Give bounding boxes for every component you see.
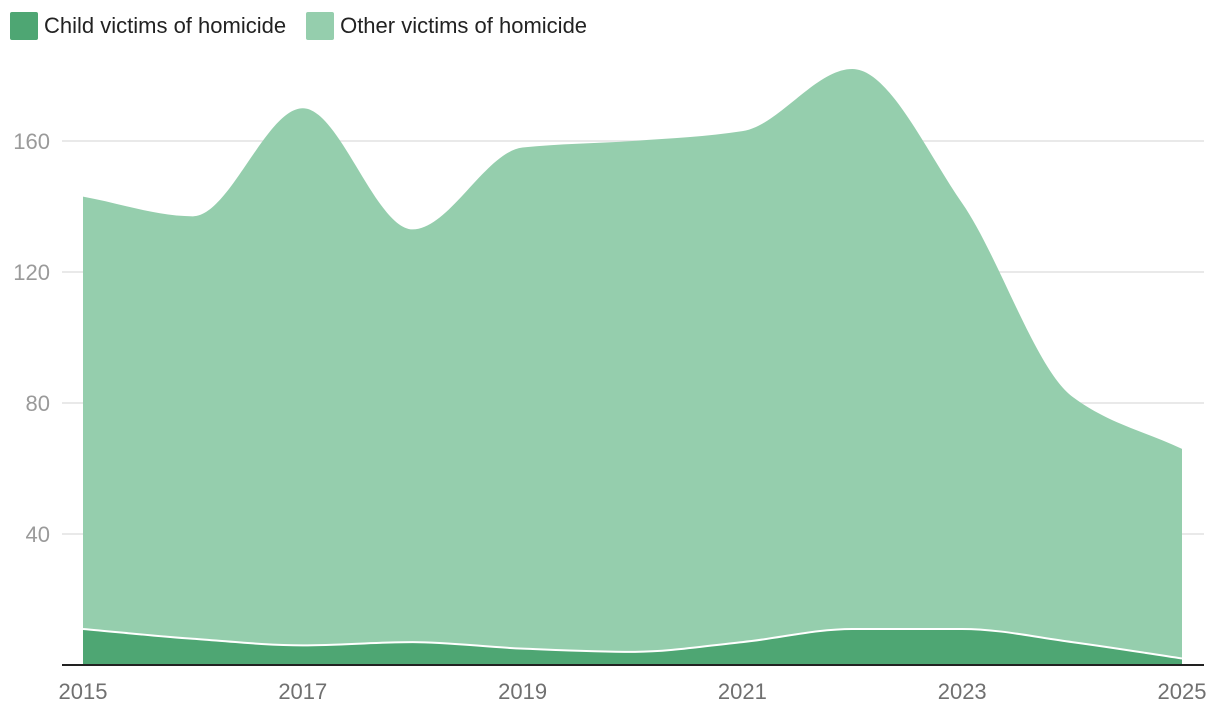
x-tick-2023: 2023	[938, 679, 987, 704]
legend-swatch-child	[10, 12, 38, 40]
area-boundary-line	[82, 627, 1183, 660]
legend-item-child: Child victims of homicide	[10, 12, 286, 40]
x-tick-2025: 2025	[1158, 679, 1207, 704]
x-tick-2021: 2021	[718, 679, 767, 704]
x-tick-2019: 2019	[498, 679, 547, 704]
y-tick-120: 120	[13, 260, 50, 285]
legend-label-child: Child victims of homicide	[44, 13, 287, 38]
legend: Child victims of homicide Other victims …	[10, 12, 607, 40]
legend-swatch-other	[306, 12, 335, 40]
x-tick-2017: 2017	[278, 679, 327, 704]
legend-item-other: Other victims of homicide	[306, 12, 587, 40]
y-tick-40: 40	[26, 522, 50, 547]
y-tick-160: 160	[13, 129, 50, 154]
x-tick-2015: 2015	[59, 679, 108, 704]
legend-label-other: Other victims of homicide	[340, 13, 588, 38]
area-series-1	[83, 68, 1182, 665]
area-series-0	[83, 628, 1182, 665]
y-tick-80: 80	[26, 391, 50, 416]
